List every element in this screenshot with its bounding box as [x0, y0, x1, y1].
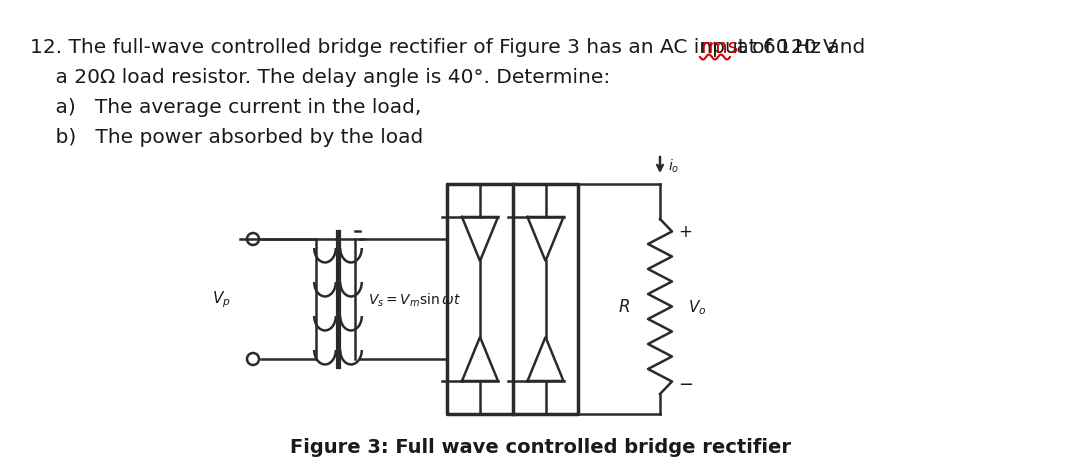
Text: 12. The full-wave controlled bridge rectifier of Figure 3 has an AC input of 120: 12. The full-wave controlled bridge rect… [30, 38, 837, 57]
Text: $V_p$: $V_p$ [213, 289, 231, 310]
Text: a 20Ω load resistor. The delay angle is 40°. Determine:: a 20Ω load resistor. The delay angle is … [30, 68, 610, 87]
Text: Figure 3: Full wave controlled bridge rectifier: Figure 3: Full wave controlled bridge re… [289, 437, 791, 457]
Text: at 60 Hz and: at 60 Hz and [730, 38, 865, 57]
Text: $V_o$: $V_o$ [688, 297, 706, 316]
Text: rms: rms [700, 38, 739, 57]
Text: a)   The average current in the load,: a) The average current in the load, [30, 98, 421, 117]
Text: $V_s = V_m \sin \omega t$: $V_s = V_m \sin \omega t$ [368, 291, 461, 308]
Text: $i_o$: $i_o$ [669, 157, 679, 174]
Text: b)   The power absorbed by the load: b) The power absorbed by the load [30, 128, 423, 147]
Text: −: − [678, 375, 693, 393]
Text: R: R [619, 298, 630, 316]
Text: +: + [678, 223, 692, 241]
